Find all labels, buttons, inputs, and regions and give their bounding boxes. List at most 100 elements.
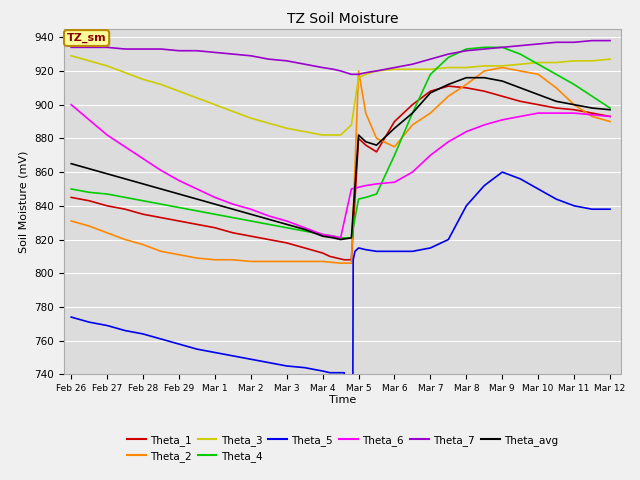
Theta_1	[390, 119, 398, 124]
Theta_7	[481, 46, 488, 52]
Theta_avg	[121, 176, 129, 182]
Theta_3	[372, 68, 380, 74]
Theta_2	[552, 85, 560, 91]
Line: Theta_5: Theta_5	[71, 172, 610, 480]
Theta_3	[121, 70, 129, 75]
Theta_6	[463, 129, 470, 134]
Theta_4	[463, 46, 470, 52]
Theta_4	[481, 45, 488, 50]
Theta_1	[139, 211, 147, 217]
Theta_6	[348, 186, 355, 192]
Theta_5	[247, 356, 255, 362]
Theta_4	[348, 235, 355, 241]
Theta_6	[588, 112, 596, 118]
Theta_1	[283, 240, 291, 246]
Theta_1	[570, 107, 578, 113]
Theta_6	[175, 178, 183, 183]
Theta_5	[408, 249, 416, 254]
Theta_3	[463, 65, 470, 71]
Theta_4	[330, 233, 337, 239]
Theta_2	[139, 242, 147, 248]
Theta_1	[588, 110, 596, 116]
Theta_1	[175, 218, 183, 224]
Theta_7	[408, 61, 416, 67]
Theta_5	[301, 365, 308, 371]
Theta_5	[427, 245, 435, 251]
Theta_4	[247, 218, 255, 224]
Theta_avg	[499, 78, 506, 84]
Theta_avg	[481, 75, 488, 81]
Theta_1	[463, 85, 470, 91]
Theta_5	[337, 370, 344, 375]
Theta_avg	[330, 235, 337, 241]
Theta_avg	[337, 237, 344, 242]
Theta_3	[139, 76, 147, 82]
Theta_3	[390, 66, 398, 72]
Theta_6	[355, 184, 362, 190]
Line: Theta_1: Theta_1	[71, 86, 610, 260]
Theta_3	[330, 132, 337, 138]
Theta_7	[362, 70, 369, 75]
Theta_4	[534, 61, 542, 67]
Theta_avg	[265, 216, 273, 222]
Theta_avg	[67, 161, 75, 167]
Theta_6	[516, 114, 524, 120]
Theta_4	[499, 45, 506, 50]
Theta_4	[408, 110, 416, 116]
Theta_1	[121, 206, 129, 212]
Theta_4	[372, 191, 380, 197]
Theta_2	[588, 114, 596, 120]
Theta_4	[301, 228, 308, 234]
Theta_5	[103, 323, 111, 328]
Theta_avg	[606, 107, 614, 113]
Line: Theta_6: Theta_6	[71, 105, 610, 238]
Theta_4	[337, 235, 344, 241]
Theta_1	[499, 93, 506, 99]
Theta_avg	[552, 98, 560, 104]
Theta_avg	[427, 90, 435, 96]
Theta_6	[193, 186, 201, 192]
Theta_6	[390, 180, 398, 185]
Theta_5	[499, 169, 506, 175]
Theta_4	[67, 186, 75, 192]
Theta_6	[85, 117, 93, 123]
Theta_3	[362, 72, 369, 77]
Theta_5	[193, 346, 201, 352]
Theta_7	[372, 68, 380, 74]
Theta_5	[588, 206, 596, 212]
Theta_1	[552, 105, 560, 111]
Theta_1	[408, 102, 416, 108]
Theta_1	[445, 83, 452, 89]
X-axis label: Time: Time	[329, 395, 356, 405]
Theta_5	[85, 319, 93, 325]
Theta_6	[301, 225, 308, 230]
Theta_2	[103, 230, 111, 236]
Theta_3	[481, 63, 488, 69]
Theta_avg	[229, 206, 237, 212]
Theta_4	[319, 231, 326, 237]
Theta_5	[362, 247, 369, 252]
Theta_6	[247, 206, 255, 212]
Theta_5	[319, 368, 326, 374]
Theta_6	[552, 110, 560, 116]
Theta_7	[229, 51, 237, 57]
Theta_5	[355, 245, 362, 251]
Theta_3	[516, 61, 524, 67]
Theta_4	[85, 190, 93, 195]
Theta_4	[552, 72, 560, 77]
Theta_2	[390, 144, 398, 150]
Theta_5	[351, 249, 359, 254]
Theta_7	[193, 48, 201, 54]
Line: Theta_3: Theta_3	[71, 56, 610, 135]
Theta_avg	[139, 181, 147, 187]
Theta_2	[516, 68, 524, 74]
Theta_2	[247, 259, 255, 264]
Theta_3	[301, 129, 308, 134]
Theta_6	[211, 194, 219, 200]
Theta_3	[534, 60, 542, 65]
Theta_7	[516, 43, 524, 48]
Theta_4	[516, 51, 524, 57]
Theta_7	[499, 45, 506, 50]
Theta_7	[390, 65, 398, 71]
Theta_4	[265, 221, 273, 227]
